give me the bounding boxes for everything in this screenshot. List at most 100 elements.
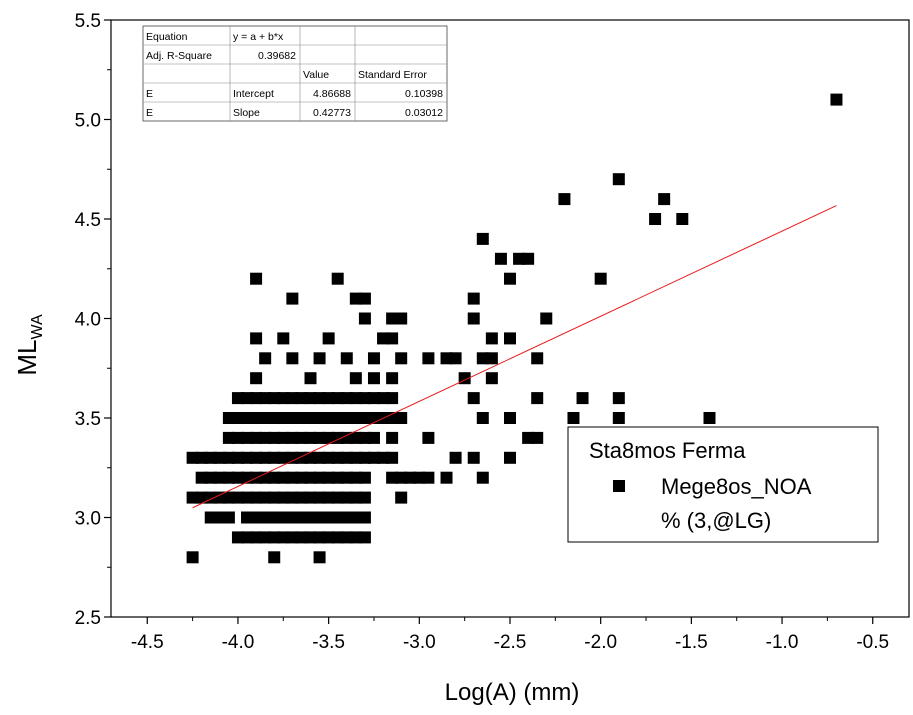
data-point — [259, 451, 272, 464]
data-point — [358, 471, 371, 484]
data-point — [186, 451, 199, 464]
x-tick-label: -0.5 — [856, 632, 889, 653]
x-tick-label: -4.0 — [222, 632, 255, 653]
data-point — [322, 531, 335, 544]
data-point — [504, 272, 516, 285]
data-point — [222, 451, 235, 464]
stats-table-cell: 4.86688 — [313, 88, 351, 100]
data-point — [349, 392, 362, 405]
x-axis-title: Log(A) (mm) — [445, 679, 580, 706]
data-point — [476, 471, 489, 484]
data-point — [331, 471, 344, 484]
data-point — [395, 412, 408, 424]
data-point — [349, 471, 362, 484]
data-point — [331, 392, 344, 405]
stats-table-cell: 0.03012 — [405, 107, 443, 119]
data-point — [386, 471, 399, 484]
data-point — [241, 392, 254, 405]
data-point — [658, 193, 671, 206]
stats-table-cell: E — [146, 107, 153, 119]
data-point — [358, 491, 371, 504]
x-tick-label: -3.5 — [312, 632, 345, 653]
data-point — [277, 471, 290, 484]
data-point — [513, 252, 526, 265]
data-point — [676, 213, 689, 225]
legend: Sta8mos Ferma Mege8os_NOA % (3,@LG) — [567, 426, 879, 543]
data-point — [304, 491, 317, 504]
data-point — [576, 392, 589, 405]
data-point — [250, 272, 263, 285]
data-point — [286, 471, 299, 484]
data-point — [241, 431, 254, 444]
stats-table-cell: Intercept — [233, 88, 274, 100]
data-point — [349, 292, 362, 305]
data-point — [313, 451, 326, 464]
data-point — [313, 392, 326, 405]
data-point — [250, 531, 263, 544]
stats-table-cell: Standard Error — [358, 69, 427, 81]
data-point — [231, 491, 244, 504]
data-point — [313, 531, 326, 544]
data-point — [295, 392, 308, 405]
data-point — [358, 412, 371, 424]
data-point — [349, 491, 362, 504]
stats-table-frame — [142, 25, 448, 122]
data-point — [340, 471, 353, 484]
data-point — [422, 352, 435, 365]
data-point — [349, 412, 362, 424]
stats-table-cell: Value — [303, 69, 329, 81]
data-point — [277, 431, 290, 444]
stats-table-cell: 0.42773 — [313, 107, 351, 119]
data-point — [313, 511, 326, 524]
data-point — [204, 471, 217, 484]
data-point — [395, 471, 408, 484]
data-point — [268, 431, 281, 444]
data-point — [476, 232, 489, 245]
data-point — [395, 491, 408, 504]
data-point — [349, 451, 362, 464]
data-point — [540, 312, 553, 325]
data-point — [322, 392, 335, 405]
data-point — [349, 431, 362, 444]
stats-table-cell: Slope — [233, 107, 260, 119]
data-point — [422, 471, 435, 484]
data-point — [349, 531, 362, 544]
data-point — [331, 412, 344, 424]
data-point — [277, 451, 290, 464]
data-point — [222, 471, 235, 484]
x-tick-label: -2.0 — [584, 632, 617, 653]
data-point — [340, 431, 353, 444]
data-point — [277, 392, 290, 405]
data-point — [213, 491, 226, 504]
data-point — [195, 491, 208, 504]
data-point — [331, 451, 344, 464]
data-point — [231, 531, 244, 544]
data-point — [304, 451, 317, 464]
data-point — [304, 531, 317, 544]
data-point — [304, 511, 317, 524]
data-point — [195, 471, 208, 484]
data-point — [204, 511, 217, 524]
data-point — [250, 511, 263, 524]
data-point — [649, 213, 662, 225]
data-point — [467, 292, 480, 305]
data-point — [213, 451, 226, 464]
y-tick-label: 3.5 — [75, 409, 101, 430]
data-point — [322, 332, 335, 345]
data-point — [295, 531, 308, 544]
data-point — [322, 451, 335, 464]
data-point — [358, 431, 371, 444]
data-point — [413, 471, 426, 484]
data-point — [367, 431, 380, 444]
data-point — [286, 412, 299, 424]
data-point — [277, 511, 290, 524]
data-point — [222, 491, 235, 504]
data-point — [449, 352, 462, 365]
data-point — [250, 332, 263, 345]
data-point — [467, 392, 480, 405]
stats-table-cell: Adj. R-Square — [146, 50, 212, 62]
data-point — [250, 372, 263, 385]
data-point — [703, 412, 716, 424]
data-point — [250, 491, 263, 504]
data-point — [186, 551, 199, 564]
